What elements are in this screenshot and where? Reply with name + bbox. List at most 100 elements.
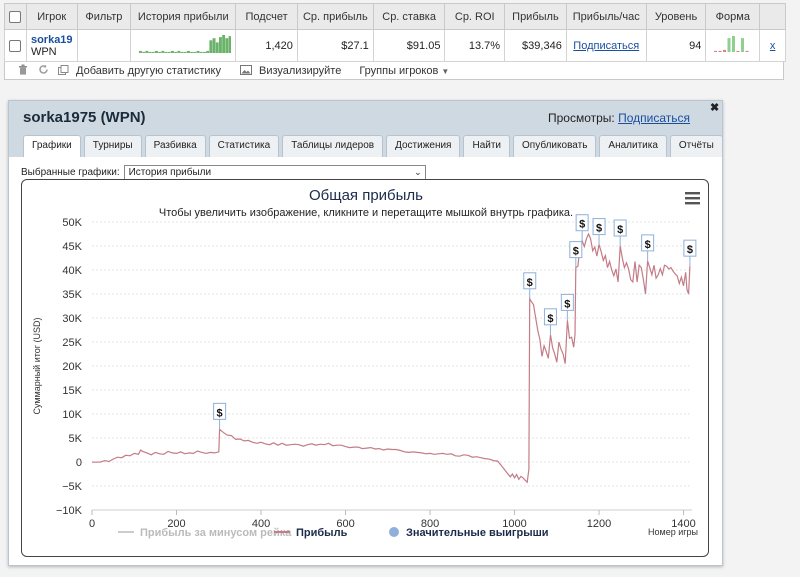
sparkline-bar: [139, 50, 143, 53]
profit-chart[interactable]: Общая прибыль Чтобы увеличить изображение…: [21, 179, 709, 557]
tab-6[interactable]: Найти: [463, 135, 511, 157]
subscribe-link[interactable]: Подписаться: [573, 39, 640, 52]
form-bar: [723, 49, 727, 52]
tab-3[interactable]: Статистика: [208, 135, 280, 157]
x-tick-label: 400: [252, 518, 270, 530]
sparkline-bar: [196, 50, 200, 53]
header-form[interactable]: Форма: [705, 3, 761, 30]
tab-7[interactable]: Опубликовать: [513, 135, 597, 157]
form-bar: [727, 38, 731, 52]
big-win-flag[interactable]: $: [560, 293, 574, 321]
big-win-flag[interactable]: $: [523, 272, 537, 299]
sparkline-bar: [145, 50, 149, 53]
big-win-flag[interactable]: $: [641, 234, 655, 261]
views-subscribe-link[interactable]: Подписаться: [618, 111, 690, 125]
avg-stake-value: $91.05: [372, 29, 446, 62]
profit-value: $39,346: [504, 29, 567, 62]
popup-title: sorka1975 (WPN): [23, 109, 146, 126]
image-icon[interactable]: [239, 64, 253, 78]
select-all-checkbox[interactable]: [9, 10, 22, 23]
big-win-box: [560, 293, 574, 311]
header-avg-stake[interactable]: Ср. ставка: [372, 3, 446, 30]
row-checkbox[interactable]: [9, 39, 22, 52]
results-table: Игрок Фильтр История прибыли Подсчет Ср.…: [4, 3, 786, 62]
big-win-box: [641, 234, 655, 252]
header-avg-roi[interactable]: Ср. ROI: [444, 3, 506, 30]
header-profit-per-hour[interactable]: Прибыль/час: [565, 3, 647, 30]
y-tick-label: 30K: [62, 313, 82, 325]
header-profit[interactable]: Прибыль: [504, 3, 567, 30]
player-name-link[interactable]: sorka19: [30, 33, 73, 46]
big-win-flag[interactable]: $: [213, 402, 227, 430]
header-avg-profit[interactable]: Ср. прибыль: [296, 3, 374, 30]
big-win-label: $: [527, 277, 533, 289]
form-bar: [736, 50, 740, 52]
y-tick-label: 20K: [62, 361, 82, 373]
add-stat-link[interactable]: Добавить другую статистику: [76, 65, 221, 77]
big-win-flag[interactable]: $: [543, 308, 557, 335]
tab-1[interactable]: Турниры: [83, 135, 142, 157]
close-icon[interactable]: ✖: [710, 102, 720, 114]
filter-cell[interactable]: [76, 29, 132, 62]
sparkline-bar: [184, 51, 187, 53]
big-win-box: [575, 214, 589, 232]
header-profit-history[interactable]: История прибыли: [130, 3, 237, 30]
big-win-label: $: [547, 313, 553, 325]
chart-select[interactable]: История прибыли ⌄: [123, 165, 426, 180]
y-tick-label: 5K: [69, 433, 83, 445]
profit-chart-svg[interactable]: Общая прибыль Чтобы увеличить изображение…: [22, 180, 710, 558]
sparkline-bar: [193, 51, 197, 53]
big-win-flag[interactable]: $: [575, 214, 589, 241]
views-info: Просмотры: Подписаться: [548, 111, 690, 125]
tab-4[interactable]: Таблицы лидеров: [282, 135, 384, 157]
sparkline-bar: [171, 50, 175, 53]
big-win-box: [543, 308, 557, 326]
legend-label: Значительные выигрыши: [406, 527, 549, 539]
big-win-flag[interactable]: $: [683, 239, 697, 267]
x-tick-label: 1200: [587, 518, 611, 530]
avg-profit-value: $27.1: [296, 29, 374, 62]
big-win-label: $: [596, 223, 602, 235]
select-all-header[interactable]: [4, 3, 27, 30]
y-tick-label: 15K: [62, 385, 82, 397]
sparkline-bar: [180, 51, 184, 53]
visualize-link[interactable]: Визуализируйте: [259, 65, 342, 77]
header-level[interactable]: Уровень: [645, 3, 707, 30]
chevron-down-icon: ▼: [441, 67, 450, 76]
remove-row-link[interactable]: x: [769, 39, 776, 52]
form-sparkline: [714, 36, 749, 52]
tab-2[interactable]: Разбивка: [144, 135, 206, 157]
add-stat-icon[interactable]: [56, 64, 70, 78]
legend-item-2[interactable]: Значительные выигрыши: [389, 527, 549, 539]
tab-0[interactable]: Графики: [23, 135, 81, 157]
sparkline-bar: [177, 50, 181, 53]
sparkline-bar: [152, 51, 155, 53]
tab-8[interactable]: Аналитика: [599, 135, 667, 157]
tab-5[interactable]: Достижения: [386, 135, 461, 157]
big-win-flag[interactable]: $: [613, 219, 627, 246]
sparkline-bar: [222, 35, 226, 53]
profit-history-sparkline[interactable]: [135, 31, 235, 57]
tab-9[interactable]: Отчёты: [669, 135, 723, 157]
legend-item-1[interactable]: Прибыль: [274, 527, 348, 539]
sparkline-bar: [209, 40, 213, 53]
sparkline-bar: [212, 38, 216, 53]
sparkline-bar: [219, 37, 223, 53]
player-groups-dropdown[interactable]: Группы игроков ▼: [359, 65, 449, 77]
header-count[interactable]: Подсчет: [235, 3, 298, 30]
profit-history-cell: [130, 29, 237, 62]
sparkline-bar: [161, 50, 165, 53]
row-checkbox-cell[interactable]: [4, 29, 27, 62]
y-tick-label: 40K: [62, 265, 82, 277]
big-win-label: $: [579, 219, 585, 231]
header-player[interactable]: Игрок: [25, 3, 78, 30]
popup-tabs: Графики Турниры Разбивка Статистика Таблицы …: [23, 135, 723, 157]
header-filter[interactable]: Фильтр: [76, 3, 132, 30]
trash-icon[interactable]: [16, 64, 30, 78]
big-win-flag[interactable]: $: [569, 241, 583, 268]
chart-menu-icon[interactable]: [685, 192, 700, 205]
legend-item-0[interactable]: Прибыль за минусом рейка: [118, 527, 292, 539]
big-win-box: [523, 272, 537, 290]
big-win-flag[interactable]: $: [592, 218, 606, 245]
refresh-icon[interactable]: [36, 64, 50, 78]
